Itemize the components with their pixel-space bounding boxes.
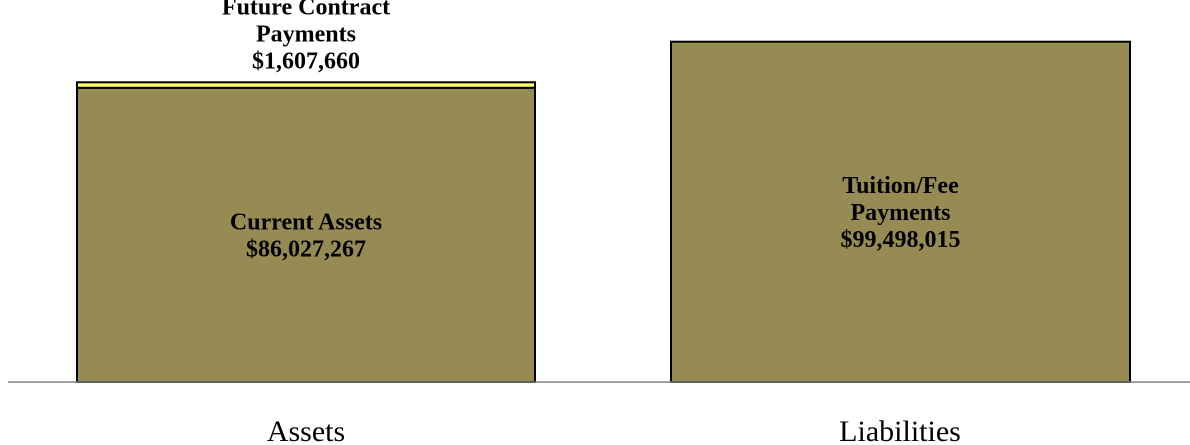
segment-label-line: Future Contract <box>222 0 390 20</box>
bars-group <box>76 40 1131 383</box>
bar-assets-segment-0 <box>76 86 536 383</box>
segment-label-assets-0: Current Assets $86,027,267 <box>230 209 382 262</box>
segment-label-line: Tuition/Fee <box>842 173 959 199</box>
segment-label-line: Current Assets <box>230 209 382 235</box>
labels-group: Current Assets $86,027,267 Future Contract… <box>222 0 961 445</box>
segment-label-line: $86,027,267 <box>246 236 366 262</box>
category-label-liabilities: Liabilities <box>839 415 961 445</box>
segment-label-liabilities-0: Tuition/Fee Payments $99,498,015 <box>841 173 961 253</box>
segment-label-line: $1,607,660 <box>252 48 360 74</box>
segment-label-line: Payments <box>256 21 356 47</box>
segment-label-line: Payments <box>851 200 951 226</box>
category-label-assets: Assets <box>267 415 345 445</box>
segment-label-assets-1: Future Contract Payments $1,607,660 <box>222 0 390 74</box>
bar-liabilities-segment-0 <box>670 40 1131 383</box>
bar-assets-segment-1 <box>76 81 536 89</box>
segment-label-line: $99,498,015 <box>841 227 961 253</box>
